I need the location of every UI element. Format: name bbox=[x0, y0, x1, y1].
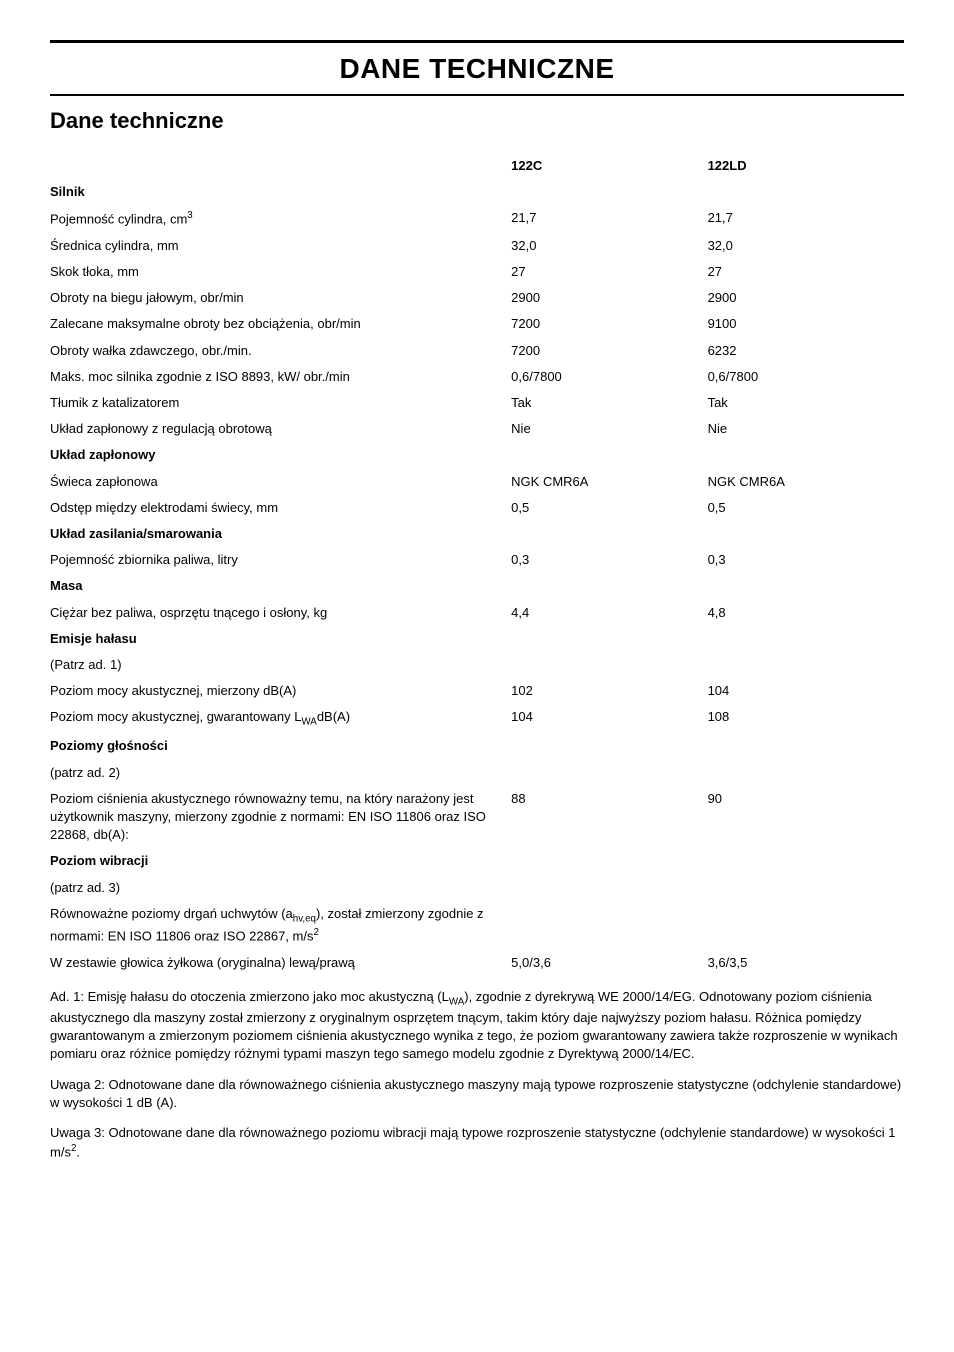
spec-value-2: 0,5 bbox=[708, 495, 904, 521]
col-header-2: 122LD bbox=[708, 153, 904, 179]
spec-value-1: Tak bbox=[511, 390, 707, 416]
cell-empty bbox=[708, 848, 904, 874]
spec-value-1: 4,4 bbox=[511, 600, 707, 626]
spec-label: Poziom mocy akustycznej, mierzony dB(A) bbox=[50, 678, 511, 704]
col-header-blank bbox=[50, 153, 511, 179]
spec-label: Zalecane maksymalne obroty bez obciążeni… bbox=[50, 311, 511, 337]
spec-value-1: 2900 bbox=[511, 285, 707, 311]
note-paragraph: Ad. 1: Emisję hałasu do otoczenia zmierz… bbox=[50, 988, 904, 1064]
cell-empty bbox=[511, 626, 707, 652]
spec-value-2: 4,8 bbox=[708, 600, 904, 626]
spec-label: Obroty wałka zdawczego, obr./min. bbox=[50, 338, 511, 364]
cell-empty bbox=[708, 573, 904, 599]
spec-value-2 bbox=[708, 760, 904, 786]
spec-label: Ciężar bez paliwa, osprzętu tnącego i os… bbox=[50, 600, 511, 626]
spec-value-1: 88 bbox=[511, 786, 707, 849]
section-heading: Emisje hałasu bbox=[50, 626, 511, 652]
spec-value-2 bbox=[708, 875, 904, 901]
cell-empty bbox=[511, 848, 707, 874]
cell-empty bbox=[708, 626, 904, 652]
section-title: Dane techniczne bbox=[50, 106, 904, 137]
section-heading: Poziomy głośności bbox=[50, 733, 511, 759]
spec-label: (Patrz ad. 1) bbox=[50, 652, 511, 678]
spec-value-2: 0,6/7800 bbox=[708, 364, 904, 390]
spec-value-1: 5,0/3,6 bbox=[511, 950, 707, 976]
spec-label: Poziom mocy akustycznej, gwarantowany LW… bbox=[50, 704, 511, 733]
note-paragraph: Uwaga 3: Odnotowane dane dla równoważneg… bbox=[50, 1124, 904, 1162]
spec-label: Odstęp między elektrodami świecy, mm bbox=[50, 495, 511, 521]
spec-value-2: 104 bbox=[708, 678, 904, 704]
spec-value-2: Tak bbox=[708, 390, 904, 416]
spec-value-2: 90 bbox=[708, 786, 904, 849]
spec-label: Tłumik z katalizatorem bbox=[50, 390, 511, 416]
spec-value-1: 32,0 bbox=[511, 233, 707, 259]
notes-block: Ad. 1: Emisję hałasu do otoczenia zmierz… bbox=[50, 988, 904, 1162]
page-title: DANE TECHNICZNE bbox=[50, 49, 904, 88]
spec-value-2: 0,3 bbox=[708, 547, 904, 573]
col-header-1: 122C bbox=[511, 153, 707, 179]
cell-empty bbox=[511, 442, 707, 468]
section-heading: Układ zapłonowy bbox=[50, 442, 511, 468]
top-rule bbox=[50, 40, 904, 43]
spec-value-1 bbox=[511, 760, 707, 786]
spec-label: Obroty na biegu jałowym, obr/min bbox=[50, 285, 511, 311]
spec-value-2: 21,7 bbox=[708, 205, 904, 233]
spec-label: Maks. moc silnika zgodnie z ISO 8893, kW… bbox=[50, 364, 511, 390]
section-heading: Silnik bbox=[50, 179, 511, 205]
spec-label: Równoważne poziomy drgań uchwytów (ahv,e… bbox=[50, 901, 511, 950]
cell-empty bbox=[708, 179, 904, 205]
spec-label: Pojemność cylindra, cm3 bbox=[50, 205, 511, 233]
spec-value-2: Nie bbox=[708, 416, 904, 442]
spec-value-1: 21,7 bbox=[511, 205, 707, 233]
spec-value-2: 2900 bbox=[708, 285, 904, 311]
spec-value-1 bbox=[511, 875, 707, 901]
section-heading: Układ zasilania/smarowania bbox=[50, 521, 511, 547]
spec-label: Poziom ciśnienia akustycznego równoważny… bbox=[50, 786, 511, 849]
spec-label: Pojemność zbiornika paliwa, litry bbox=[50, 547, 511, 573]
spec-value-1: 0,3 bbox=[511, 547, 707, 573]
spec-value-1: 0,5 bbox=[511, 495, 707, 521]
spec-label: Skok tłoka, mm bbox=[50, 259, 511, 285]
spec-value-2: NGK CMR6A bbox=[708, 469, 904, 495]
spec-value-1: NGK CMR6A bbox=[511, 469, 707, 495]
cell-empty bbox=[708, 521, 904, 547]
mid-rule bbox=[50, 94, 904, 96]
spec-value-2 bbox=[708, 901, 904, 950]
spec-value-1: 7200 bbox=[511, 338, 707, 364]
spec-label: Układ zapłonowy z regulacją obrotową bbox=[50, 416, 511, 442]
spec-label: (patrz ad. 2) bbox=[50, 760, 511, 786]
spec-value-2 bbox=[708, 652, 904, 678]
cell-empty bbox=[511, 733, 707, 759]
spec-label: Średnica cylindra, mm bbox=[50, 233, 511, 259]
spec-value-2: 9100 bbox=[708, 311, 904, 337]
spec-value-2: 108 bbox=[708, 704, 904, 733]
spec-label: Świeca zapłonowa bbox=[50, 469, 511, 495]
spec-value-1: 27 bbox=[511, 259, 707, 285]
spec-value-2: 27 bbox=[708, 259, 904, 285]
spec-value-2: 32,0 bbox=[708, 233, 904, 259]
spec-label: W zestawie głowica żyłkowa (oryginalna) … bbox=[50, 950, 511, 976]
cell-empty bbox=[511, 521, 707, 547]
spec-value-1: 104 bbox=[511, 704, 707, 733]
spec-value-1: 102 bbox=[511, 678, 707, 704]
spec-value-1: 0,6/7800 bbox=[511, 364, 707, 390]
note-paragraph: Uwaga 2: Odnotowane dane dla równoważneg… bbox=[50, 1076, 904, 1112]
section-heading: Poziom wibracji bbox=[50, 848, 511, 874]
spec-value-2: 6232 bbox=[708, 338, 904, 364]
spec-table: 122C122LDSilnikPojemność cylindra, cm321… bbox=[50, 153, 904, 976]
section-heading: Masa bbox=[50, 573, 511, 599]
spec-label: (patrz ad. 3) bbox=[50, 875, 511, 901]
spec-value-1: Nie bbox=[511, 416, 707, 442]
cell-empty bbox=[708, 733, 904, 759]
cell-empty bbox=[708, 442, 904, 468]
spec-value-1: 7200 bbox=[511, 311, 707, 337]
cell-empty bbox=[511, 179, 707, 205]
cell-empty bbox=[511, 573, 707, 599]
spec-value-1 bbox=[511, 901, 707, 950]
spec-value-1 bbox=[511, 652, 707, 678]
spec-value-2: 3,6/3,5 bbox=[708, 950, 904, 976]
